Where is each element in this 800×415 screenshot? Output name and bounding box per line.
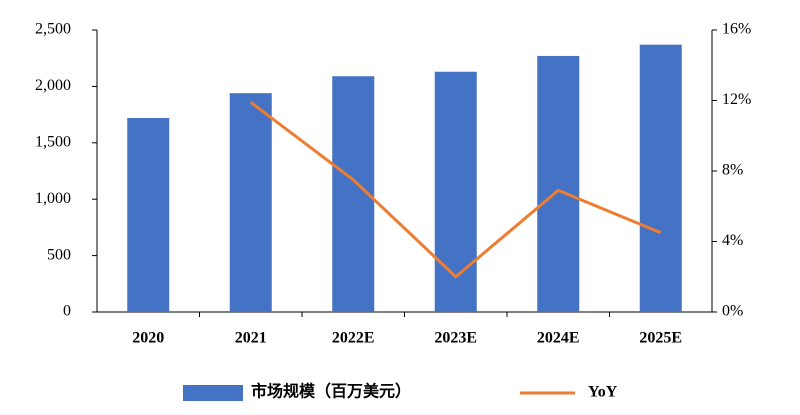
y-tick-label: 0 bbox=[63, 303, 71, 320]
y-tick-label: 2,000 bbox=[35, 77, 71, 94]
y2-tick-label: 4% bbox=[722, 232, 743, 249]
y2-tick-label: 16% bbox=[722, 21, 751, 38]
bar bbox=[434, 71, 477, 313]
x-tick-label: 2021 bbox=[235, 330, 267, 347]
y-tick-label: 1,000 bbox=[35, 190, 71, 207]
line bbox=[249, 101, 662, 279]
bar bbox=[127, 117, 170, 312]
legend-swatch bbox=[183, 385, 243, 401]
x-tick-label: 2020 bbox=[132, 330, 164, 347]
x-tick-label: 2023E bbox=[434, 330, 477, 347]
y-tick-label: 1,500 bbox=[35, 133, 71, 150]
x-tick-label: 2022E bbox=[332, 330, 375, 347]
legend-label: YoY bbox=[588, 384, 618, 401]
y-tick-label: 2,500 bbox=[35, 21, 71, 38]
legend-label: 市场规模（百万美元） bbox=[251, 382, 411, 401]
y2-tick-label: 8% bbox=[722, 162, 743, 179]
bar bbox=[537, 55, 580, 312]
bar bbox=[229, 93, 272, 312]
y2-tick-label: 12% bbox=[722, 91, 751, 108]
x-tick-label: 2025E bbox=[639, 330, 682, 347]
x-tick-label: 2024E bbox=[537, 330, 580, 347]
y-tick-label: 500 bbox=[47, 246, 71, 263]
bar bbox=[639, 44, 682, 312]
y2-tick-label: 0% bbox=[722, 303, 743, 320]
